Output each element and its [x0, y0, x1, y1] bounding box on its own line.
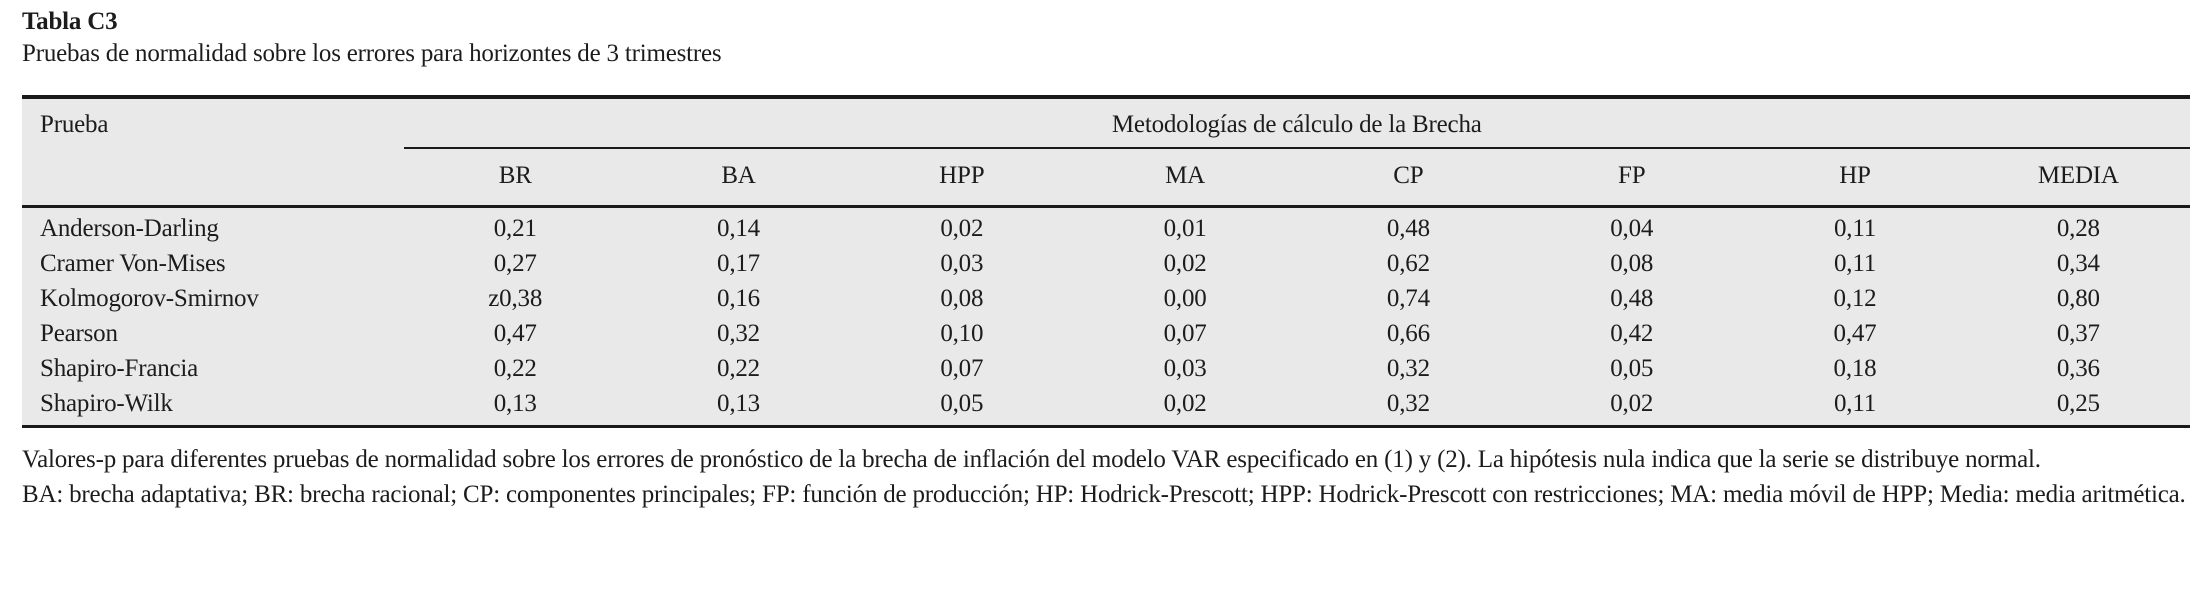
cell: 0,66 — [1386, 320, 1430, 347]
row-label-kolmogorov-smirnov: Kolmogorov-Smirnov — [40, 285, 259, 312]
cell: 0,03 — [940, 250, 984, 277]
group-header-metodologias: Metodologías de cálculo de la Brecha — [403, 97, 2190, 149]
cell: 0,12 — [1833, 285, 1877, 312]
cell: 0,08 — [940, 285, 984, 312]
normality-tests-table: Prueba Metodologías de cálculo de la Bre… — [22, 95, 2190, 428]
group-header-row: Prueba Metodologías de cálculo de la Bre… — [22, 97, 2190, 208]
cell: 0,04 — [1610, 215, 1654, 242]
cell: z0,38 — [488, 285, 543, 312]
cell: 0,25 — [2056, 390, 2100, 417]
cell: 0,11 — [1833, 390, 1876, 417]
cell: 0,10 — [940, 320, 984, 347]
cell: 0,03 — [1163, 355, 1207, 382]
cell: 0,21 — [493, 215, 537, 242]
cell: 0,32 — [1386, 355, 1430, 382]
cell: 0,27 — [493, 250, 537, 277]
cell: 0,48 — [1610, 285, 1654, 312]
row-label-pearson: Pearson — [40, 320, 118, 347]
cell: 0,08 — [1610, 250, 1654, 277]
cell: 0,62 — [1386, 250, 1430, 277]
table-row: Shapiro-Francia 0,22 0,22 0,07 0,03 0,32… — [22, 351, 2190, 386]
cell: 0,00 — [1163, 285, 1207, 312]
cell: 0,07 — [940, 355, 984, 382]
cell: 0,34 — [2056, 250, 2100, 277]
cell: 0,28 — [2056, 215, 2100, 242]
cell: 0,22 — [717, 355, 760, 382]
table-subtitle: Pruebas de normalidad sobre los errores … — [22, 40, 722, 67]
cell: 0,22 — [493, 355, 537, 382]
table-title: Tabla C3 — [22, 8, 118, 35]
cell: 0,02 — [940, 215, 984, 242]
cell: 0,07 — [1163, 320, 1207, 347]
cell: 0,02 — [1163, 250, 1207, 277]
row-label-anderson-darling: Anderson-Darling — [40, 215, 219, 242]
row-label-cramer-von-mises: Cramer Von-Mises — [40, 250, 226, 277]
column-header-br: BR — [403, 148, 627, 208]
cell: 0,13 — [717, 390, 760, 417]
column-header-media: MEDIA — [1966, 148, 2190, 208]
cell: 0,14 — [717, 215, 760, 242]
table-notes: Valores-p para diferentes pruebas de nor… — [22, 442, 2190, 512]
row-label-shapiro-wilk: Shapiro-Wilk — [40, 390, 173, 417]
cell: 0,47 — [1833, 320, 1877, 347]
table-row: Pearson 0,47 0,32 0,10 0,07 0,66 0,42 0,… — [22, 316, 2190, 351]
column-header-ba: BA — [626, 148, 851, 208]
cell: 0,32 — [717, 320, 760, 347]
table-note-abbreviations: BA: brecha adaptativa; BR: brecha racion… — [22, 481, 2186, 508]
cell: 0,36 — [2056, 355, 2100, 382]
table-row: Anderson-Darling 0,21 0,14 0,02 0,01 0,4… — [22, 207, 2190, 247]
cell: 0,02 — [1163, 390, 1207, 417]
cell: 0,37 — [2056, 320, 2100, 347]
cell: 0,16 — [717, 285, 760, 312]
column-header-hp: HP — [1743, 148, 1967, 208]
column-header-row: BR BA HPP MA CP FP HP MEDIA — [22, 148, 2190, 208]
table-row: Kolmogorov-Smirnov z0,38 0,16 0,08 0,00 … — [22, 281, 2190, 316]
cell: 0,11 — [1833, 215, 1876, 242]
cell: 0,17 — [717, 250, 760, 277]
column-header-cp: CP — [1296, 148, 1521, 208]
cell: 0,18 — [1833, 355, 1877, 382]
cell: 0,47 — [493, 320, 537, 347]
column-header-hpp: HPP — [850, 148, 1074, 208]
column-header-prueba: Prueba — [22, 97, 404, 208]
cell: 0,32 — [1386, 390, 1430, 417]
cell: 0,48 — [1386, 215, 1430, 242]
cell: 0,11 — [1833, 250, 1876, 277]
cell: 0,13 — [493, 390, 537, 417]
table-note-pvalues: Valores-p para diferentes pruebas de nor… — [22, 446, 2041, 473]
table-row: Cramer Von-Mises 0,27 0,17 0,03 0,02 0,6… — [22, 246, 2190, 281]
column-header-fp: FP — [1520, 148, 1744, 208]
cell: 0,05 — [940, 390, 984, 417]
table-row: Shapiro-Wilk 0,13 0,13 0,05 0,02 0,32 0,… — [22, 386, 2190, 427]
cell: 0,02 — [1610, 390, 1654, 417]
cell: 0,80 — [2056, 285, 2100, 312]
cell: 0,74 — [1386, 285, 1430, 312]
cell: 0,01 — [1163, 215, 1207, 242]
cell: 0,42 — [1610, 320, 1654, 347]
column-header-ma: MA — [1073, 148, 1297, 208]
cell: 0,05 — [1610, 355, 1654, 382]
row-label-shapiro-francia: Shapiro-Francia — [40, 355, 199, 382]
